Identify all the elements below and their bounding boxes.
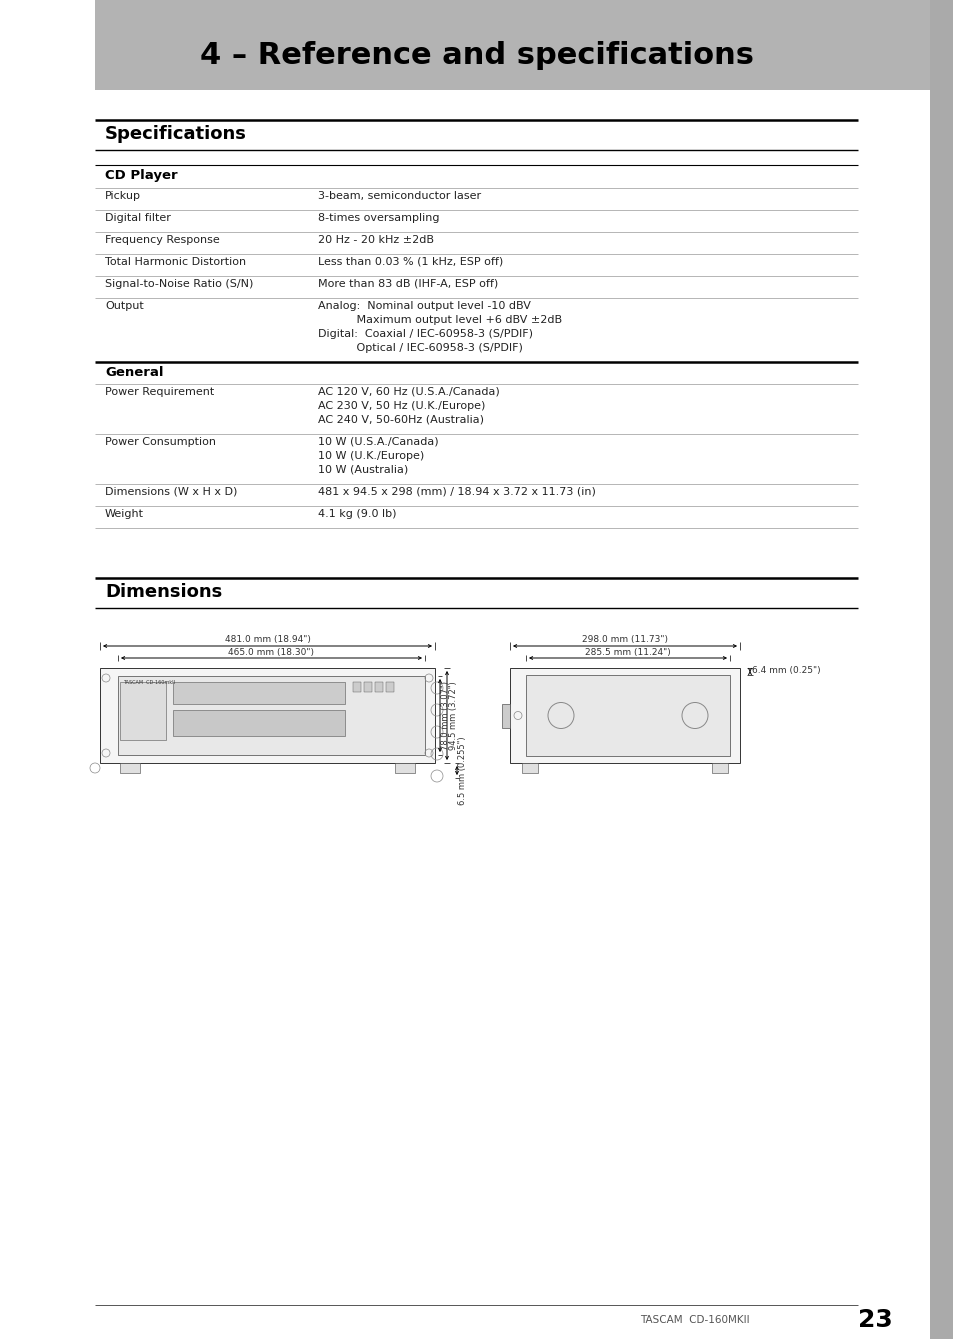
Text: Specifications: Specifications — [105, 125, 247, 143]
Text: Frequency Response: Frequency Response — [105, 236, 219, 245]
Text: Optical / IEC-60958-3 (S/PDIF): Optical / IEC-60958-3 (S/PDIF) — [317, 343, 522, 353]
Text: 465.0 mm (18.30"): 465.0 mm (18.30") — [229, 648, 314, 657]
Bar — [395, 763, 415, 773]
Text: 20 Hz - 20 kHz ±2dB: 20 Hz - 20 kHz ±2dB — [317, 236, 434, 245]
Text: Weight: Weight — [105, 509, 144, 520]
Bar — [525, 675, 729, 757]
Text: Signal-to-Noise Ratio (S/N): Signal-to-Noise Ratio (S/N) — [105, 279, 253, 289]
Text: 285.5 mm (11.24"): 285.5 mm (11.24") — [584, 648, 670, 657]
Bar — [118, 676, 424, 755]
Text: 10 W (U.S.A./Canada): 10 W (U.S.A./Canada) — [317, 437, 438, 447]
Text: TASCAM  CD-160MKII: TASCAM CD-160MKII — [639, 1315, 749, 1326]
Text: 94.5 mm (3.72"): 94.5 mm (3.72") — [449, 682, 457, 750]
Text: Dimensions: Dimensions — [105, 582, 222, 601]
Text: AC 120 V, 60 Hz (U.S.A./Canada): AC 120 V, 60 Hz (U.S.A./Canada) — [317, 387, 499, 396]
Text: Digital filter: Digital filter — [105, 213, 171, 224]
Bar — [364, 682, 372, 692]
Text: TASCAM  CD-160mkII: TASCAM CD-160mkII — [123, 680, 175, 686]
Bar — [353, 682, 360, 692]
Text: Total Harmonic Distortion: Total Harmonic Distortion — [105, 257, 246, 266]
Text: 6.5 mm (0.255"): 6.5 mm (0.255") — [457, 736, 467, 805]
Bar — [172, 682, 345, 704]
Bar — [172, 710, 345, 736]
Text: AC 240 V, 50-60Hz (Australia): AC 240 V, 50-60Hz (Australia) — [317, 415, 483, 424]
Text: General: General — [105, 366, 163, 379]
Bar — [100, 668, 435, 763]
Text: 10 W (U.K./Europe): 10 W (U.K./Europe) — [317, 451, 424, 461]
Bar — [711, 763, 727, 773]
Text: 3-beam, semiconductor laser: 3-beam, semiconductor laser — [317, 191, 480, 201]
Text: Maximum output level +6 dBV ±2dB: Maximum output level +6 dBV ±2dB — [317, 315, 561, 325]
Bar — [510, 668, 740, 763]
Text: Power Requirement: Power Requirement — [105, 387, 214, 396]
Text: Less than 0.03 % (1 kHz, ESP off): Less than 0.03 % (1 kHz, ESP off) — [317, 257, 503, 266]
Text: 4.1 kg (9.0 lb): 4.1 kg (9.0 lb) — [317, 509, 396, 520]
Text: Power Consumption: Power Consumption — [105, 437, 215, 447]
Text: 481 x 94.5 x 298 (mm) / 18.94 x 3.72 x 11.73 (in): 481 x 94.5 x 298 (mm) / 18.94 x 3.72 x 1… — [317, 487, 596, 497]
Text: More than 83 dB (IHF-A, ESP off): More than 83 dB (IHF-A, ESP off) — [317, 279, 497, 289]
Text: Digital:  Coaxial / IEC-60958-3 (S/PDIF): Digital: Coaxial / IEC-60958-3 (S/PDIF) — [317, 329, 533, 339]
Text: 23: 23 — [857, 1308, 892, 1332]
Bar — [521, 763, 537, 773]
Bar — [120, 763, 140, 773]
Text: 8-times oversampling: 8-times oversampling — [317, 213, 439, 224]
Text: 78.0 mm (3.07"): 78.0 mm (3.07") — [440, 682, 450, 750]
Text: Pickup: Pickup — [105, 191, 141, 201]
Text: CD Player: CD Player — [105, 169, 177, 182]
Bar — [501, 703, 510, 727]
Text: 481.0 mm (18.94"): 481.0 mm (18.94") — [224, 635, 310, 644]
Text: 6.4 mm (0.25"): 6.4 mm (0.25") — [751, 667, 820, 675]
Text: 10 W (Australia): 10 W (Australia) — [317, 465, 408, 475]
Text: 298.0 mm (11.73"): 298.0 mm (11.73") — [581, 635, 667, 644]
Text: Output: Output — [105, 301, 144, 311]
Bar — [95, 0, 929, 90]
Text: 4 – Reference and specifications: 4 – Reference and specifications — [200, 40, 753, 70]
Bar — [929, 0, 953, 1339]
Bar — [386, 682, 394, 692]
Bar — [375, 682, 382, 692]
Bar — [120, 682, 166, 740]
Text: Analog:  Nominal output level -10 dBV: Analog: Nominal output level -10 dBV — [317, 301, 530, 311]
Text: Dimensions (W x H x D): Dimensions (W x H x D) — [105, 487, 237, 497]
Text: AC 230 V, 50 Hz (U.K./Europe): AC 230 V, 50 Hz (U.K./Europe) — [317, 400, 485, 411]
